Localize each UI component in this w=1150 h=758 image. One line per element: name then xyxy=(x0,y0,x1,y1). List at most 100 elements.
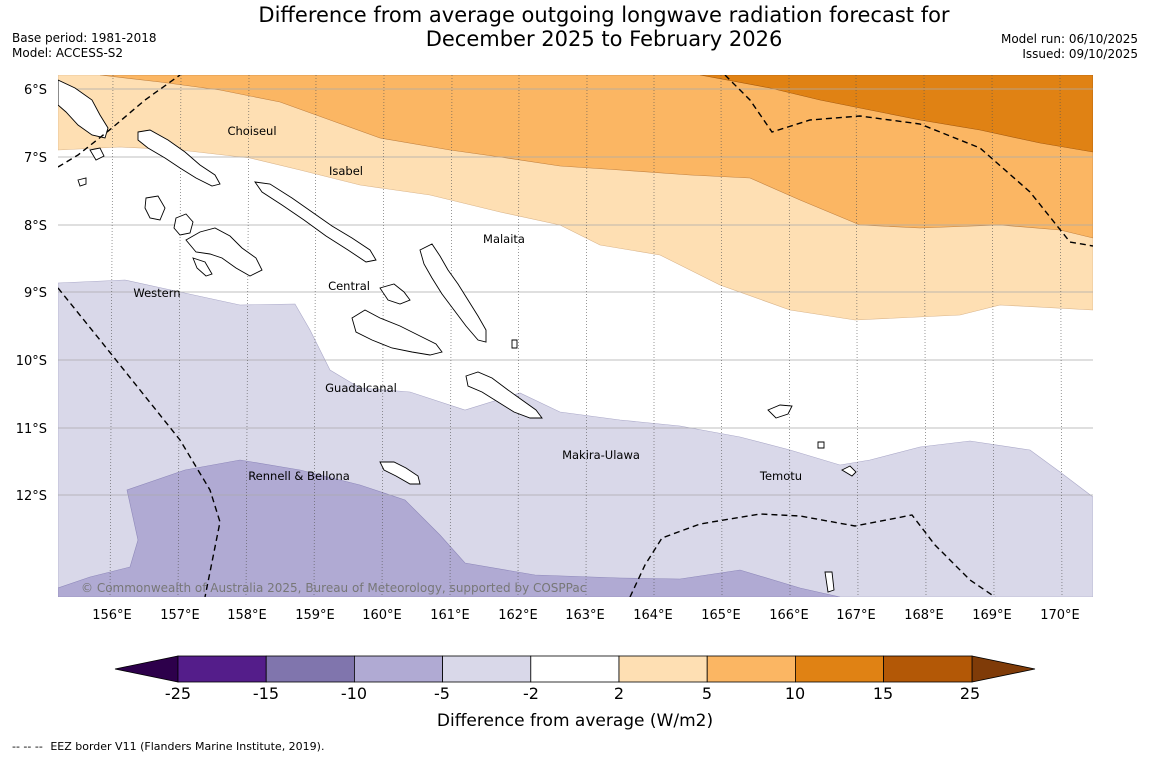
lat-label-8s: 8°S xyxy=(24,219,47,234)
colorbar-tick-minus2: -2 xyxy=(523,684,539,703)
issued-date: Issued: 09/10/2025 xyxy=(1022,47,1138,61)
shortland-islets xyxy=(89,147,105,161)
copyright-notice: © Commonwealth of Australia 2025, Bureau… xyxy=(81,581,586,595)
colorbar-tick-15: 15 xyxy=(873,684,893,703)
province-isabel: Isabel xyxy=(329,164,363,178)
lat-label-7s: 7°S xyxy=(24,151,47,166)
colorbar-segment-3 xyxy=(353,655,443,683)
kolombangara-island xyxy=(173,213,194,236)
colorbar-segment-7 xyxy=(706,655,796,683)
model-run-date: Model run: 06/10/2025 xyxy=(1000,32,1138,46)
province-rennell-bellona: Rennell & Bellona xyxy=(248,469,350,483)
lat-label-11s: 11°S xyxy=(16,422,47,437)
santa-cruz-island xyxy=(767,404,793,419)
eez-border-northwest xyxy=(58,75,181,168)
eez-legend-dashes: -- -- -- xyxy=(12,740,43,753)
model-info: Base period: 1981-2018 Model: ACCESS-S2 xyxy=(12,31,157,61)
lat-label-12s: 12°S xyxy=(16,489,47,504)
colorbar-tick-minus15: -15 xyxy=(253,684,279,703)
colorbar-segment-9 xyxy=(883,655,973,683)
colorbar-tick-5: 5 xyxy=(702,684,712,703)
latitude-labels: 6°S 7°S 8°S 9°S 10°S 11°S 12°S xyxy=(16,83,47,504)
province-labels: Choiseul Isabel Malaita Western Central … xyxy=(133,124,802,483)
colorbar-tick-25: 25 xyxy=(960,684,980,703)
latitude-gridlines xyxy=(58,88,1093,496)
lon-label-164e: 164°E xyxy=(633,608,673,623)
anuta-islet xyxy=(824,571,835,593)
colorbar-tick-2: 2 xyxy=(614,684,624,703)
vanikoro-island xyxy=(841,465,857,477)
lon-label-157e: 157°E xyxy=(160,608,200,623)
colorbar-tick-minus5: -5 xyxy=(434,684,450,703)
bougainville-island xyxy=(58,79,109,139)
lon-label-167e: 167°E xyxy=(836,608,876,623)
lat-label-9s: 9°S xyxy=(24,286,47,301)
lon-label-165e: 165°E xyxy=(701,608,741,623)
title-line-1: Difference from average outgoing longwav… xyxy=(258,3,950,27)
colorbar-tick-minus10: -10 xyxy=(341,684,367,703)
lon-label-169e: 169°E xyxy=(972,608,1012,623)
colorbar-tick-minus25: -25 xyxy=(165,684,191,703)
lon-label-170e: 170°E xyxy=(1040,608,1080,623)
lon-label-166e: 166°E xyxy=(769,608,809,623)
colorbar-ticks: -25 -15 -10 -5 -2 2 5 10 15 25 xyxy=(165,684,980,703)
province-choiseul: Choiseul xyxy=(227,124,276,138)
model-name: Model: ACCESS-S2 xyxy=(12,46,124,60)
colorbar-tick-10: 10 xyxy=(785,684,805,703)
lon-label-162e: 162°E xyxy=(498,608,538,623)
santa-isabel-island xyxy=(254,181,377,263)
band-5-to-10 xyxy=(99,75,1093,239)
colorbar-under-arrow xyxy=(114,655,179,683)
chart-title: Difference from average outgoing longwav… xyxy=(200,3,1008,51)
eez-footnote: -- -- -- EEZ border V11 (Flanders Marine… xyxy=(12,740,324,753)
guadalcanal-island xyxy=(351,309,443,356)
lon-label-168e: 168°E xyxy=(904,608,944,623)
map-panel xyxy=(58,75,1093,597)
new-georgia-island xyxy=(185,227,263,277)
lon-label-156e: 156°E xyxy=(92,608,132,623)
lat-label-10s: 10°S xyxy=(16,354,47,369)
province-central: Central xyxy=(328,279,370,293)
treasury-islet xyxy=(77,177,87,187)
lon-label-163e: 163°E xyxy=(565,608,605,623)
lon-label-159e: 159°E xyxy=(295,608,335,623)
makira-island xyxy=(465,371,543,419)
vella-lavella-island xyxy=(144,195,166,221)
base-period: Base period: 1981-2018 xyxy=(12,31,157,45)
longitude-labels: 156°E 157°E 158°E 159°E 160°E 161°E 162°… xyxy=(92,608,1080,623)
coastlines xyxy=(58,79,857,593)
choiseul-island xyxy=(137,129,221,187)
province-temotu: Temotu xyxy=(759,469,802,483)
rendova-island xyxy=(192,257,213,277)
colorbar-segment-5 xyxy=(530,655,620,683)
province-western: Western xyxy=(133,286,180,300)
rennell-island xyxy=(379,461,421,485)
eez-border-west xyxy=(58,287,221,597)
ulawa-island xyxy=(511,339,518,349)
title-line-2: December 2025 to February 2026 xyxy=(425,27,783,51)
eez-border-northeast xyxy=(724,75,1093,247)
malaita-island xyxy=(419,243,487,343)
province-makira-ulawa: Makira-Ulawa xyxy=(562,448,640,462)
run-info: Model run: 06/10/2025 Issued: 09/10/2025 xyxy=(1001,32,1138,62)
colorbar-segment-2 xyxy=(265,655,355,683)
lon-label-158e: 158°E xyxy=(227,608,267,623)
province-guadalcanal: Guadalcanal xyxy=(325,381,397,395)
tikopia-islet xyxy=(817,441,825,449)
colorbar xyxy=(114,655,1036,683)
lon-label-161e: 161°E xyxy=(430,608,470,623)
colorbar-label: Difference from average (W/m2) xyxy=(437,711,713,731)
eez-legend-text: EEZ border V11 (Flanders Marine Institut… xyxy=(50,740,325,753)
colorbar-segment-8 xyxy=(795,655,885,683)
florida-islands xyxy=(379,283,411,305)
lat-label-6s: 6°S xyxy=(24,83,47,98)
colorbar-segment-1 xyxy=(177,655,267,683)
band-10-to-15 xyxy=(699,75,1093,153)
province-malaita: Malaita xyxy=(483,232,525,246)
colorbar-over-arrow xyxy=(971,655,1036,683)
lon-label-160e: 160°E xyxy=(362,608,402,623)
colorbar-segment-4 xyxy=(442,655,532,683)
colorbar-segment-6 xyxy=(618,655,708,683)
eez-borders xyxy=(58,75,1093,597)
